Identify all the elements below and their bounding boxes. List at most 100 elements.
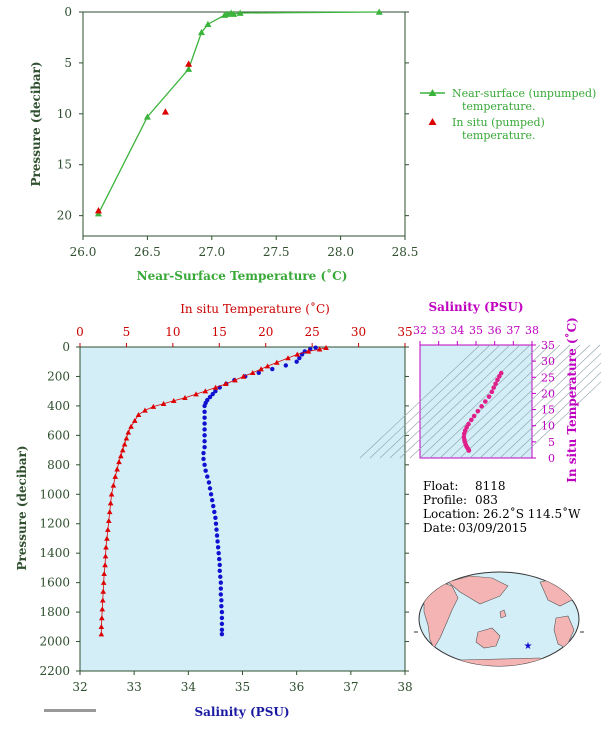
ts-point (493, 381, 498, 387)
salinity-tick-label: 37 (343, 680, 358, 694)
unpumped-temperature-point (143, 113, 151, 120)
salinity-point (205, 474, 210, 479)
location-label: Location: (423, 507, 480, 521)
temperature-point (99, 615, 105, 621)
salinity-point (202, 444, 207, 450)
salinity-point (202, 439, 207, 444)
profile-y-tick-label: 800 (47, 458, 70, 472)
temperature-point (106, 509, 113, 515)
profile-y-ticks: 0 200 400 600 800 1000 1200 1400 1600 1800 2000 220… (39, 340, 409, 678)
salinity-point (202, 427, 207, 432)
profile-top-axis-label: In situ Temperature (˚C) (180, 301, 330, 316)
salinity-point (202, 403, 207, 409)
legend-label-pumped-l2: temperature. (462, 129, 536, 142)
profile-chart: In situ Temperature (˚C) 0 5 10 15 20 25 30 35 … (15, 301, 413, 719)
legend-label-pumped-l1: In situ (pumped) (452, 116, 545, 129)
profile-plot-area (79, 346, 406, 672)
ts-diagram: Salinity (PSU) 32 33 34 35 36 37 38 0 5 10 15 20 25… (359, 300, 601, 483)
unpumped-temperature-point (236, 9, 244, 16)
salinity-tick-label: 32 (72, 680, 87, 694)
near-surface-x-tick-label: 28.0 (327, 245, 354, 259)
salinity-point (201, 456, 206, 462)
temperature-point (170, 397, 177, 403)
legend-marker-pumped (428, 118, 437, 125)
temperature-point (107, 500, 114, 506)
temperature-point (123, 435, 130, 441)
salinity-point (219, 627, 225, 632)
map-islands (499, 609, 507, 619)
salinity-tick-label: 34 (181, 680, 197, 694)
temperature-point (112, 473, 119, 479)
salinity-point (214, 533, 220, 538)
unpumped-temperature-point (204, 20, 212, 28)
temperature-tick-label: 0 (76, 325, 84, 339)
footer-watermark (44, 709, 96, 712)
ts-point (479, 404, 484, 409)
density-contour-line (519, 381, 601, 459)
temperature-point (294, 351, 301, 357)
unpumped-temperature-point (221, 11, 229, 18)
temperature-point (121, 441, 128, 447)
salinity-point (217, 562, 222, 568)
near-surface-x-tick-label: 28.5 (392, 245, 419, 259)
profile-temperature-ticks: 0 5 10 15 20 25 30 35 (76, 325, 413, 347)
ts-y-ticks: 0 5 10 15 20 25 30 35 (532, 339, 555, 465)
density-contour-line (389, 344, 511, 459)
temperature-point (232, 377, 238, 383)
salinity-point (210, 391, 215, 397)
ts-point (475, 408, 481, 414)
float-location-star-icon: ★ (524, 641, 533, 652)
near-surface-y-tick-label: 15 (57, 158, 72, 172)
map-australia (475, 627, 501, 649)
map-asia (447, 575, 509, 605)
pumped-temperature-point (185, 60, 193, 67)
temperature-tick-label: 5 (123, 325, 131, 339)
density-contour-line (369, 344, 491, 459)
temperature-point (160, 400, 167, 406)
temperature-point (212, 384, 219, 390)
float-label: Float: (423, 479, 458, 493)
temperature-point (249, 369, 256, 376)
ts-x-tick-label: 36 (488, 324, 502, 337)
salinity-point (219, 598, 224, 603)
ts-point (483, 399, 488, 404)
legend-label-unpumped: Near-surface (unpumped) temperature. (452, 87, 600, 113)
ts-x-tick-label: 38 (525, 324, 539, 337)
salinity-point (215, 539, 220, 544)
temperature-point (135, 411, 142, 417)
location-value: 26.2˚S 114.5˚W (483, 506, 581, 521)
profile-value: 083 (475, 493, 498, 507)
density-contour-line (449, 344, 571, 459)
density-contour-line (439, 344, 561, 459)
temperature-point (103, 544, 109, 550)
ts-point (486, 394, 492, 399)
temperature-point (102, 553, 109, 559)
near-surface-x-tick-label: 27.0 (198, 245, 225, 259)
ts-y-tick-label: 25 (541, 371, 555, 384)
map-africa-europe (423, 581, 459, 649)
ts-y-tick-label: 30 (541, 355, 555, 368)
salinity-point (203, 468, 208, 473)
salinity-point (209, 497, 215, 503)
ts-y-tick-label: 35 (541, 339, 555, 352)
temperature-tick-label: 10 (165, 325, 180, 339)
temperature-point (99, 597, 106, 603)
near-surface-chart: 26.0 26.5 27.0 27.5 28.0 28.5 0 5 10 15 20 Near-S… (29, 5, 600, 283)
salinity-point (206, 480, 212, 485)
salinity-point (256, 370, 261, 375)
density-contour-line (479, 344, 601, 459)
unpumped-temperature-point (375, 8, 383, 15)
ts-point (471, 413, 477, 419)
pumped-temperature-point (161, 108, 169, 115)
ts-x-tick-label: 33 (432, 324, 446, 337)
ts-point (469, 417, 474, 423)
near-surface-x-ticks: 26.0 26.5 27.0 27.5 28.0 28.5 (70, 236, 419, 259)
near-surface-x-axis-label: Near-Surface Temperature (˚C) (137, 268, 348, 283)
temperature-point (305, 348, 312, 354)
unpumped-temperature-point (227, 9, 235, 16)
salinity-point (218, 586, 224, 591)
profile-y-tick-label: 1200 (39, 517, 70, 531)
legend-label-pumped: In situ (pumped) temperature. (452, 116, 548, 142)
ts-y-axis-label: In situ Temperature (˚C) (564, 317, 579, 483)
